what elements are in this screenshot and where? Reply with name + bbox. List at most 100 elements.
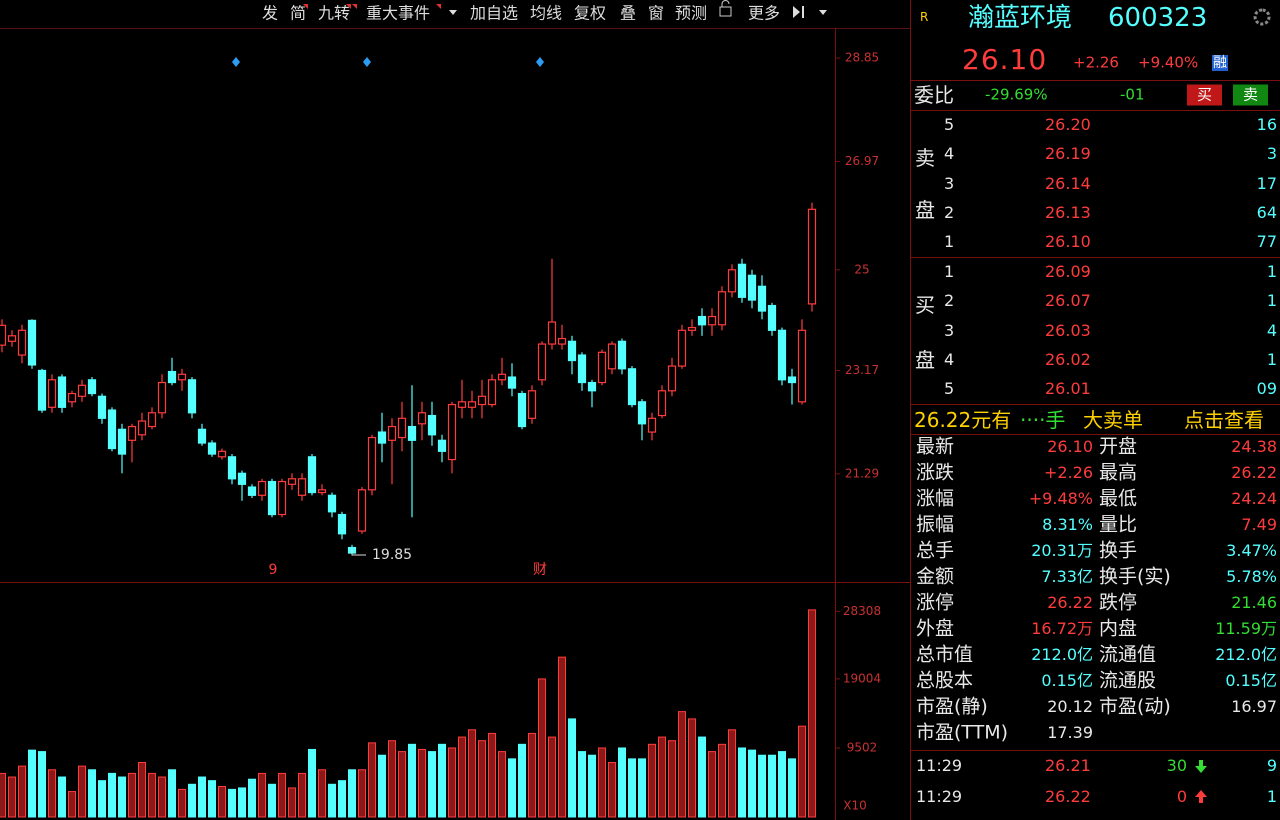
- toolbar-button[interactable]: 简: [290, 4, 306, 23]
- book-volume: 77: [1256, 232, 1277, 252]
- volume-bar: [758, 754, 766, 818]
- book-level: 5: [944, 379, 955, 399]
- candle-body: [807, 208, 817, 305]
- big-order-alert[interactable]: 点击查看: [1184, 408, 1264, 432]
- stat-value: 26.22: [1047, 593, 1093, 612]
- event-diamond: [232, 57, 544, 67]
- panel-lines: [911, 80, 1280, 751]
- stat-label: 流通值: [1099, 643, 1157, 666]
- volume-bar: [58, 776, 66, 818]
- toolbar-button[interactable]: 叠: [620, 4, 636, 23]
- toolbar-button[interactable]: 重大事件: [366, 4, 430, 23]
- book-volume: 1: [1266, 291, 1277, 311]
- candle-body: [477, 395, 487, 406]
- settings-gear[interactable]: [1253, 8, 1271, 26]
- candle-body: [107, 409, 117, 450]
- stock-name: 瀚蓝环境: [968, 3, 1073, 33]
- candle-body: [687, 326, 697, 331]
- toolbar-button[interactable]: 九转: [318, 4, 350, 23]
- volume-bar: [718, 743, 726, 818]
- trade-arrow: [1195, 790, 1207, 803]
- candle-body: [607, 343, 617, 370]
- stat-value: 16.72万: [1031, 619, 1093, 638]
- buy-button[interactable]: 买: [1187, 84, 1223, 106]
- volume-bar: [368, 742, 376, 818]
- volume-bar: [48, 769, 56, 818]
- margin-badge: 融: [1212, 55, 1228, 71]
- volume-bar: [618, 747, 626, 818]
- book-price: 26.03: [1045, 320, 1091, 340]
- toolbar-button[interactable]: 窗: [648, 4, 664, 23]
- volume-bar: [228, 788, 236, 818]
- volume-bar: [658, 736, 666, 818]
- volume-bar: [168, 769, 176, 818]
- stat-value: 16.97: [1231, 697, 1277, 716]
- unit-label: X10: [843, 799, 867, 813]
- event-marker[interactable]: 9: [269, 562, 278, 578]
- candle-body: [597, 351, 607, 384]
- volume-bar: [488, 732, 496, 818]
- candle-body: [557, 337, 567, 345]
- toolbar-button[interactable]: 预测: [675, 4, 707, 23]
- candle-body: [27, 319, 37, 366]
- candle-body: [237, 472, 247, 485]
- candle-body: [7, 335, 17, 342]
- candle-body: [647, 417, 657, 433]
- candle-body: [327, 494, 337, 513]
- candle-body: [297, 478, 307, 496]
- lock-icon[interactable]: [719, 6, 732, 17]
- toolbar-button[interactable]: 发: [262, 4, 278, 23]
- stat-label: 跌停: [1099, 591, 1138, 614]
- stat-value: 7.49: [1241, 515, 1277, 534]
- volume-bar: [318, 769, 326, 818]
- candle-body: [267, 480, 277, 516]
- volume-bar: [38, 751, 46, 818]
- candle-body: [127, 425, 137, 441]
- y-tick-label: 21.29: [845, 466, 879, 480]
- volume-bar: [458, 736, 466, 818]
- stat-label: 市盈(静): [916, 695, 988, 718]
- volume-bar: [478, 740, 486, 818]
- volume-bar: [108, 772, 116, 818]
- event-marker[interactable]: 财: [533, 562, 547, 578]
- low-label: 19.85: [372, 547, 412, 563]
- volume-bar: [268, 783, 276, 818]
- toolbar-button[interactable]: 复权: [574, 4, 606, 23]
- volume-bar: [178, 788, 186, 818]
- y-tick-label: 23.17: [845, 363, 879, 377]
- y-tick-label: 25: [854, 262, 869, 276]
- candle-body: [437, 439, 447, 452]
- volume-bar: [278, 772, 286, 818]
- book-price: 26.14: [1045, 173, 1091, 193]
- volume-bar: [298, 772, 306, 818]
- volume-bar: [238, 787, 246, 818]
- candle-body: [207, 442, 217, 455]
- volume-bar: [468, 729, 476, 818]
- book-volume: 16: [1256, 115, 1277, 134]
- volume-bar: [218, 785, 226, 818]
- sell-button[interactable]: 卖: [1233, 84, 1269, 106]
- book-volume: 1: [1266, 349, 1277, 369]
- candle-body: [317, 489, 327, 494]
- candle-body: [177, 373, 187, 381]
- book-price: 26.09: [1045, 262, 1091, 281]
- candle-body: [577, 354, 587, 384]
- candle-body: [387, 425, 397, 441]
- stat-label: 市盈(动): [1099, 695, 1171, 718]
- stat-value: 26.22: [1231, 463, 1277, 482]
- book-level: 2: [944, 291, 955, 311]
- volume-bar: [498, 751, 506, 818]
- candle-body: [487, 379, 497, 406]
- volume-bar: [68, 791, 76, 818]
- price-change: +2.26: [1073, 53, 1119, 72]
- stat-label: 总市值: [916, 643, 974, 666]
- candle-body: [467, 401, 477, 408]
- trade-count: 0: [1176, 787, 1187, 806]
- toolbar-button[interactable]: 更多: [748, 4, 780, 23]
- book-volume: 17: [1256, 173, 1277, 193]
- candle-body: [67, 392, 77, 403]
- toolbar-button[interactable]: 均线: [530, 4, 562, 23]
- toolbar-button[interactable]: 加自选: [470, 4, 518, 23]
- y-tick-label: 19004: [843, 671, 881, 685]
